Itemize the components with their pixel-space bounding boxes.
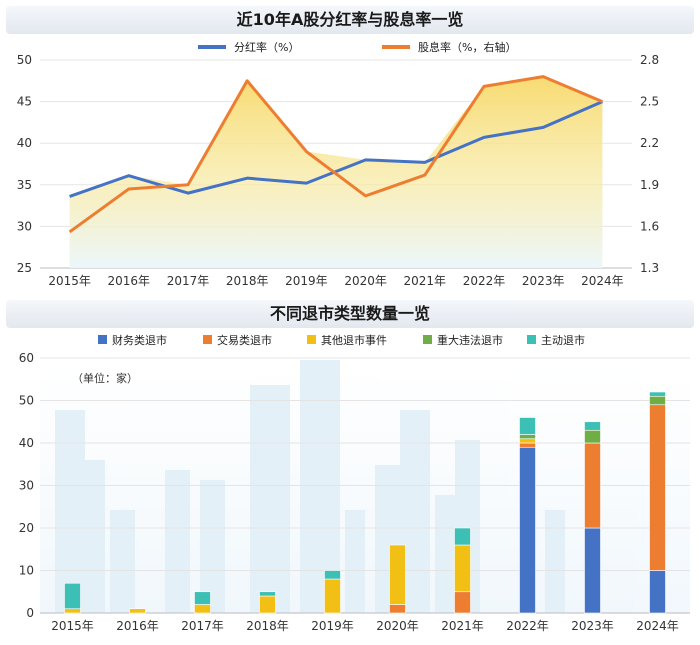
y-tick-label: 10 — [19, 564, 34, 578]
right-tick-label: 2.8 — [640, 53, 659, 67]
legend-label: 财务类退市 — [112, 333, 167, 347]
x-tick-label: 2023年 — [571, 619, 614, 633]
building — [545, 510, 565, 613]
left-tick-label: 40 — [17, 136, 32, 150]
y-tick-label: 0 — [26, 606, 34, 620]
bar-segment — [129, 608, 146, 614]
x-tick-label: 2022年 — [463, 274, 506, 288]
right-tick-label: 2.5 — [640, 95, 659, 109]
left-tick-label: 45 — [17, 95, 32, 109]
legend-label: 重大违法退市 — [437, 333, 503, 347]
x-tick-label: 2021年 — [404, 274, 447, 288]
dividend-chart-panel: 近10年A股分红率与股息率一览 25 30 35 40 45 50 1.3 1.6 1.9 2.2… — [0, 0, 700, 300]
x-tick-label: 2016年 — [116, 619, 159, 633]
x-tick-label: 2019年 — [311, 619, 354, 633]
x-tick-label: 2024年 — [636, 619, 679, 633]
bar-segment — [519, 442, 536, 448]
right-tick-label: 1.9 — [640, 178, 659, 192]
delisting-chart: 0 10 20 30 40 50 60 2015年 2016年 2017年 2018年 2019年 20… — [19, 333, 690, 633]
x-tick-label: 2020年 — [344, 274, 387, 288]
x-tick-label: 2017年 — [181, 619, 224, 633]
building — [85, 460, 105, 613]
bar-segment — [454, 544, 471, 593]
y-tick-label: 50 — [19, 394, 34, 408]
bar-segment — [519, 417, 536, 435]
bar-segment — [324, 578, 341, 614]
bar-segment — [259, 595, 276, 614]
delisting-chart-panel: 不同退市类型数量一览 0 10 20 30 40 50 60 2015年 2016年 2017年 2… — [0, 300, 700, 645]
x-tick-label: 2023年 — [522, 274, 565, 288]
bar-segment — [389, 544, 406, 605]
building — [250, 385, 290, 613]
left-tick-label: 50 — [17, 53, 32, 67]
bar-segment — [194, 604, 211, 614]
x-tick-label: 2020年 — [376, 619, 419, 633]
bar-segment — [64, 582, 81, 610]
x-tick-label: 2018年 — [246, 619, 289, 633]
bar-segment — [519, 434, 536, 440]
x-tick-label: 2019年 — [285, 274, 328, 288]
building — [165, 470, 190, 613]
legend-label: 主动退市 — [541, 333, 585, 347]
chart-title: 不同退市类型数量一览 — [6, 300, 694, 328]
bar-segment — [649, 404, 666, 571]
bar-segment — [649, 570, 666, 614]
x-tick-label: 2022年 — [506, 619, 549, 633]
bar-segment — [194, 591, 211, 605]
bar-segment — [584, 527, 601, 614]
bar-segment — [324, 570, 341, 580]
bar-segment — [519, 438, 536, 444]
right-tick-label: 2.2 — [640, 136, 659, 150]
legend-swatch — [423, 335, 432, 344]
payout-ratio-line — [69, 100, 603, 198]
y-tick-label: 60 — [19, 351, 34, 365]
legend-label: 其他退市事件 — [321, 333, 387, 347]
building — [345, 510, 365, 613]
x-tick-label: 2015年 — [51, 619, 94, 633]
building — [110, 510, 135, 613]
x-tick-label: 2024年 — [581, 274, 624, 288]
legend-swatch — [307, 335, 316, 344]
bar-segment — [389, 604, 406, 614]
bar-segment — [649, 395, 666, 406]
left-tick-label: 30 — [17, 219, 32, 233]
building — [435, 495, 455, 613]
unit-note: （单位：家） — [72, 371, 138, 385]
x-tick-label: 2016年 — [108, 274, 151, 288]
legend-label: 分红率（%） — [234, 40, 299, 54]
building — [55, 410, 85, 613]
dividend-chart: 25 30 35 40 45 50 1.3 1.6 1.9 2.2 2.5 2.8 2015年 2016年… — [17, 40, 659, 288]
bar-segment — [584, 421, 601, 431]
y-tick-label: 20 — [19, 521, 34, 535]
x-tick-label: 2021年 — [441, 619, 484, 633]
x-tick-label: 2015年 — [48, 274, 91, 288]
bar-segment — [64, 608, 81, 614]
legend-swatch — [527, 335, 536, 344]
legend-swatch — [98, 335, 107, 344]
legend-swatch — [203, 335, 212, 344]
x-tick-label: 2018年 — [226, 274, 269, 288]
x-tick-label: 2017年 — [167, 274, 210, 288]
bar-segment — [454, 527, 471, 546]
legend-label: 股息率（%，右轴） — [418, 40, 516, 54]
right-tick-label: 1.3 — [640, 261, 659, 275]
bar-segment — [584, 442, 601, 529]
dividend-yield-line — [68, 75, 603, 234]
bar-segment — [259, 591, 276, 597]
bar-segment — [649, 391, 666, 397]
building — [200, 480, 225, 613]
y-tick-label: 40 — [19, 436, 34, 450]
left-tick-label: 25 — [17, 261, 32, 275]
bar-segment — [519, 446, 536, 614]
bar-segment — [454, 591, 471, 614]
legend-label: 交易类退市 — [217, 333, 272, 347]
bar-segment — [584, 429, 601, 444]
left-tick-label: 35 — [17, 178, 32, 192]
chart-title: 近10年A股分红率与股息率一览 — [6, 6, 694, 34]
y-tick-label: 30 — [19, 479, 34, 493]
right-tick-label: 1.6 — [640, 219, 659, 233]
